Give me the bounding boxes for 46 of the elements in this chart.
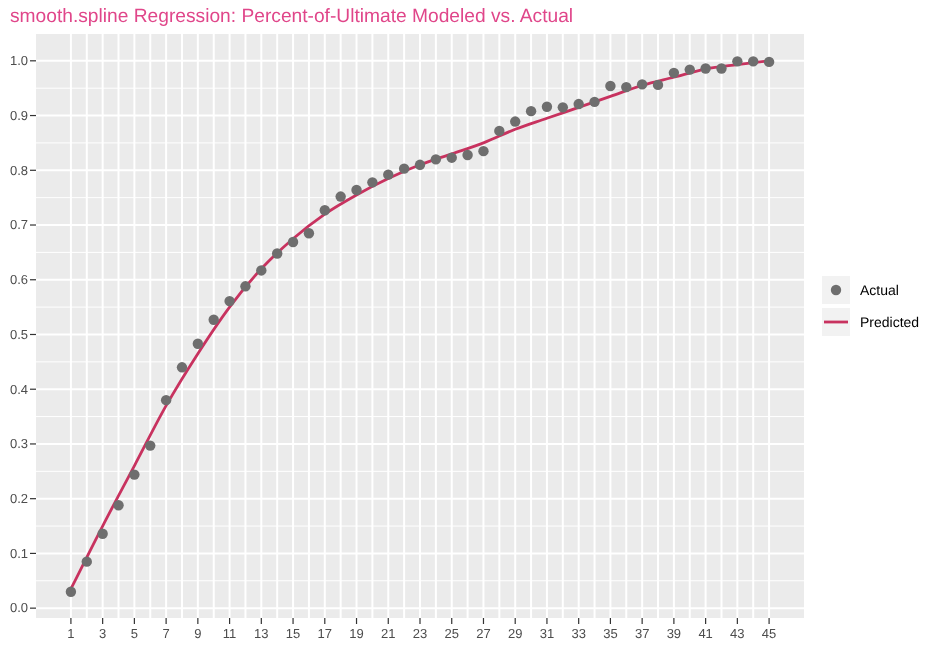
point — [414, 159, 426, 171]
point — [65, 586, 77, 597]
point — [684, 64, 695, 75]
point — [636, 79, 648, 90]
point — [541, 101, 553, 112]
point — [763, 56, 775, 68]
point — [256, 265, 267, 276]
point — [145, 440, 156, 451]
point — [478, 145, 489, 157]
point — [462, 149, 473, 161]
point — [319, 205, 330, 216]
point — [303, 228, 315, 239]
point — [129, 469, 140, 480]
point — [668, 67, 680, 79]
point — [557, 102, 569, 113]
point — [113, 500, 124, 511]
point — [97, 528, 108, 539]
point — [176, 362, 188, 373]
point — [208, 314, 219, 325]
point — [81, 556, 92, 567]
point — [652, 79, 664, 91]
point — [367, 177, 378, 188]
point — [224, 295, 235, 307]
point — [589, 96, 600, 108]
point — [383, 169, 394, 180]
point — [700, 63, 711, 74]
point — [430, 154, 442, 165]
point — [510, 116, 521, 127]
point — [351, 184, 362, 196]
point — [160, 394, 172, 406]
point — [446, 152, 457, 163]
point — [192, 338, 204, 349]
point — [716, 63, 727, 74]
point — [525, 105, 537, 117]
point — [605, 80, 616, 92]
point — [271, 248, 283, 259]
point — [748, 56, 759, 67]
point — [621, 81, 632, 93]
chart-title: smooth.spline Regression: Percent-of-Ultimate Modeled vs. Actual — [10, 6, 574, 28]
point — [287, 236, 299, 248]
point — [732, 56, 743, 67]
point — [494, 125, 505, 137]
point — [398, 163, 410, 174]
point — [240, 281, 251, 292]
point — [335, 191, 346, 202]
point — [573, 98, 584, 110]
